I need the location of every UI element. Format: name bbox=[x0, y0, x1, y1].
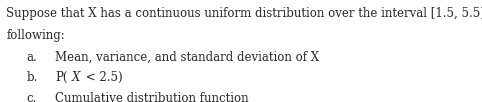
Text: < 2.5): < 2.5) bbox=[82, 71, 123, 84]
Text: a.: a. bbox=[27, 51, 37, 64]
Text: Mean, variance, and standard deviation of X: Mean, variance, and standard deviation o… bbox=[55, 51, 320, 64]
Text: b.: b. bbox=[27, 71, 38, 84]
Text: following:: following: bbox=[6, 29, 65, 42]
Text: c.: c. bbox=[27, 92, 37, 102]
Text: Cumulative distribution function: Cumulative distribution function bbox=[55, 92, 249, 102]
Text: X: X bbox=[71, 71, 80, 84]
Text: Suppose that X has a continuous uniform distribution over the interval [1.5, 5.5: Suppose that X has a continuous uniform … bbox=[6, 7, 482, 20]
Text: P(: P( bbox=[55, 71, 68, 84]
